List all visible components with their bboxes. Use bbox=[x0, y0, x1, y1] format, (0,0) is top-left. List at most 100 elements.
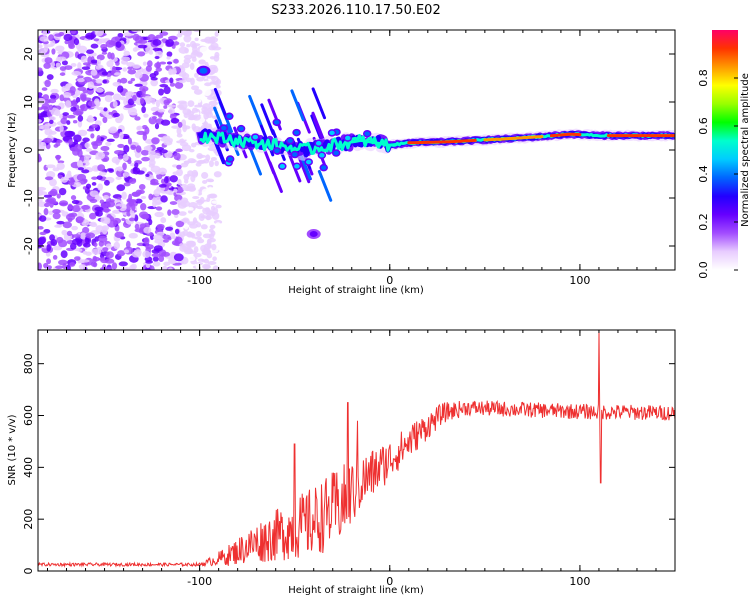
spectrogram-noise-cell bbox=[200, 224, 208, 230]
colorbar-label: Normalized spectral amplitude bbox=[740, 73, 750, 227]
spectrogram-noise-cell bbox=[152, 261, 161, 267]
colorbar-tick-label: 0.8 bbox=[697, 69, 710, 87]
spectrogram-noise-cell bbox=[102, 116, 108, 124]
spectrogram-noise-cell bbox=[117, 143, 125, 149]
spectrogram-noise-cell bbox=[82, 250, 88, 255]
spectrogram-blob bbox=[292, 128, 301, 137]
spectrogram-noise-cell bbox=[57, 160, 65, 164]
spectrogram-noise-cell bbox=[171, 209, 180, 215]
spectrogram-noise-cell bbox=[72, 110, 83, 116]
spectrogram-noise-cell bbox=[123, 50, 130, 56]
spectrogram-noise-cell bbox=[152, 199, 157, 208]
spectrogram-noise-cell bbox=[85, 32, 95, 40]
spectrogram-noise-cell bbox=[131, 203, 136, 211]
spectrogram-blob bbox=[236, 124, 246, 133]
spectrogram-noise-cell bbox=[131, 30, 142, 33]
spectrogram-noise-cell bbox=[71, 71, 82, 76]
spectrogram-noise-cell bbox=[65, 264, 71, 270]
spectrogram-noise-cell bbox=[196, 205, 204, 210]
spectrogram-noise-cell bbox=[72, 238, 82, 245]
spectrogram-noise-cell bbox=[156, 173, 163, 180]
spectrogram-noise-cell bbox=[77, 86, 87, 91]
spectrogram-noise-cell bbox=[56, 139, 63, 144]
spectrogram-noise-cell bbox=[175, 148, 183, 153]
spectrogram-noise-cell bbox=[38, 44, 43, 49]
spectrogram-noise-cell bbox=[135, 198, 143, 204]
spectrogram-noise-cell bbox=[91, 176, 98, 180]
spectrogram-noise-cell bbox=[209, 228, 214, 233]
spectrogram-noise-cell bbox=[43, 194, 53, 198]
colorbar-tick-label: 0.6 bbox=[697, 117, 710, 135]
spectrogram-noise-cell bbox=[73, 134, 82, 143]
spectrogram-noise-cell bbox=[94, 30, 104, 37]
spectrogram-noise-cell bbox=[143, 145, 153, 151]
spectrogram-blob bbox=[292, 162, 302, 171]
spectrogram-noise-cell bbox=[98, 240, 105, 247]
spectrogram-streak bbox=[317, 169, 333, 202]
spectrogram-noise-cell bbox=[148, 193, 153, 201]
spectrogram-noise-cell bbox=[49, 188, 58, 197]
spectrogram-noise-cell bbox=[187, 100, 195, 108]
spectrogram-noise-cell bbox=[96, 134, 101, 143]
spectrogram-noise-cell bbox=[202, 233, 212, 239]
spectrogram-noise-cell bbox=[139, 97, 145, 105]
spectrogram-x-label: Height of straight line (km) bbox=[288, 285, 424, 296]
spectrogram-noise-cell bbox=[123, 98, 128, 106]
spectrogram-noise-cell bbox=[61, 229, 68, 236]
spectrogram-noise-cell bbox=[189, 148, 195, 153]
spectrogram-noise-cell bbox=[189, 40, 197, 48]
spectrogram-noise-cell bbox=[150, 77, 158, 81]
spectrogram-noise-cell bbox=[148, 150, 156, 156]
spectrogram-noise-cell bbox=[44, 57, 53, 64]
spectrogram-noise-cell bbox=[101, 71, 109, 76]
spectrogram-noise-cell bbox=[81, 169, 90, 174]
spectrogram-noise-cell bbox=[106, 60, 114, 68]
spectrogram-noise-cell bbox=[52, 255, 58, 260]
spectrogram-noise-cell bbox=[123, 249, 130, 254]
spectrogram-noise-cell bbox=[108, 111, 114, 115]
spectrogram-noise-cell bbox=[85, 49, 94, 54]
spectrogram-noise-cell bbox=[182, 125, 191, 130]
spectrogram-noise-cell bbox=[177, 100, 187, 105]
colorbar: 0.0 0.2 0.4 0.6 0.8 Normalized spectral ampl… bbox=[697, 30, 750, 279]
spectrogram-noise-cell bbox=[169, 77, 174, 84]
spectrogram-noise-cell bbox=[159, 61, 167, 65]
spectrogram-noise-cell bbox=[162, 265, 168, 270]
spectrogram-noise-cell bbox=[112, 209, 120, 214]
spectrogram-noise-cell bbox=[104, 258, 115, 264]
spectrogram-feature bbox=[199, 67, 208, 74]
colorbar-tick-label: 0.4 bbox=[697, 165, 710, 183]
spectrogram-noise-cell bbox=[94, 98, 100, 106]
spectrogram-noise-cell bbox=[89, 198, 98, 203]
spectrogram-noise-cell bbox=[111, 262, 118, 270]
spectrogram-noise-cell bbox=[165, 39, 174, 47]
spectrogram-noise-cell bbox=[46, 74, 54, 80]
snr-x-tick-label: 100 bbox=[569, 575, 590, 588]
spectrogram-x-tick-label: -100 bbox=[187, 274, 212, 287]
spectrogram-noise-cell bbox=[80, 55, 88, 63]
spectrogram-y-tick-label: -20 bbox=[22, 237, 35, 255]
spectrogram-noise-cell bbox=[145, 260, 153, 264]
spectrogram-noise-cell bbox=[50, 39, 56, 47]
spectrogram-noise-cell bbox=[62, 221, 73, 229]
spectrogram-noise-cell bbox=[95, 225, 104, 233]
spectrogram-noise-cell bbox=[209, 80, 219, 85]
spectrogram-noise-cell bbox=[83, 242, 91, 248]
spectrogram-noise-cell bbox=[104, 91, 115, 96]
spectrogram-noise-cell bbox=[155, 34, 164, 39]
snr-x-tick-label: 0 bbox=[386, 575, 393, 588]
spectrogram-noise-cell bbox=[86, 116, 95, 123]
spectrogram-noise-cell bbox=[60, 176, 69, 183]
spectrogram-noise-cell bbox=[136, 170, 145, 175]
spectrogram-noise-cell bbox=[104, 114, 114, 119]
spectrogram-noise-cell bbox=[95, 156, 101, 160]
spectrogram-noise-cell bbox=[137, 51, 146, 57]
spectrogram-noise-cell bbox=[201, 188, 210, 196]
spectrogram-noise-cell bbox=[70, 30, 77, 35]
spectrogram-noise-cell bbox=[38, 236, 46, 245]
spectrogram-noise-cell bbox=[76, 173, 87, 182]
spectrogram-y-tick-label: 20 bbox=[22, 47, 35, 61]
spectrogram-noise-cell bbox=[202, 180, 208, 184]
spectrogram-noise-cell bbox=[71, 199, 80, 205]
